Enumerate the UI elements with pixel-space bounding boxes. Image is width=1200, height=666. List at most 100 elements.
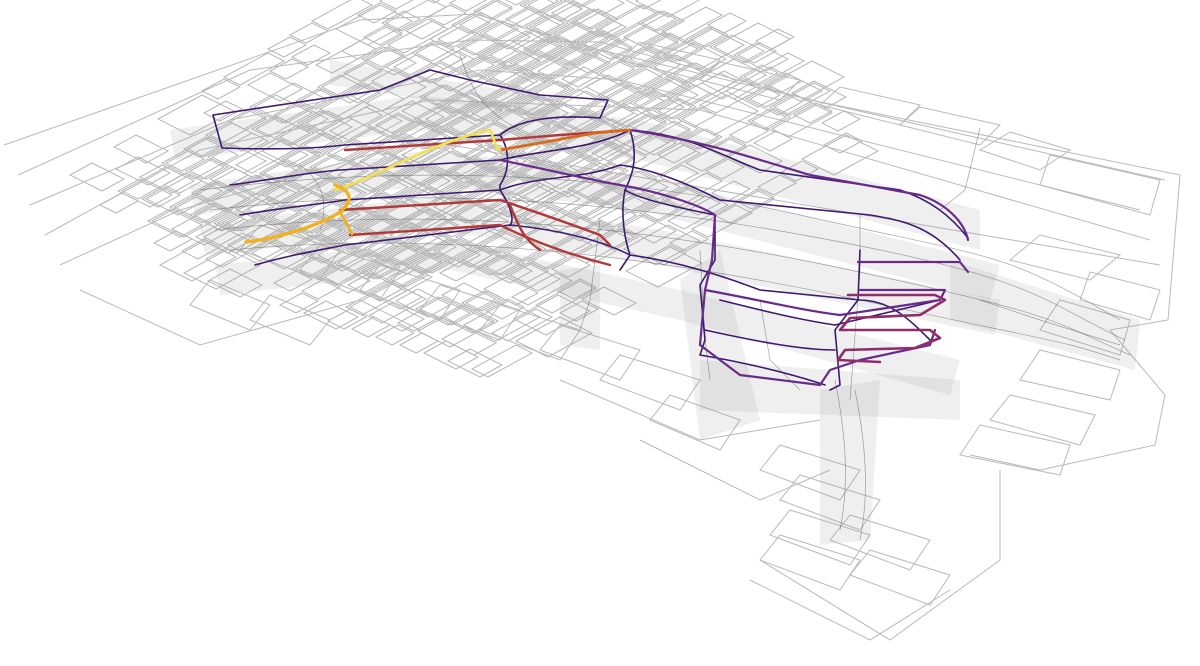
route-segment: [698, 213, 937, 387]
route-segment: [498, 158, 717, 217]
floor-outline: [759, 470, 1001, 641]
block-outline: [759, 534, 861, 591]
secondary-path: [229, 242, 1121, 361]
block-outline: [398, 332, 440, 354]
block-outline: [652, 54, 694, 76]
block-outline: [460, 34, 502, 56]
block-outline: [304, 110, 346, 132]
block-outline: [326, 308, 368, 330]
floor-outline: [3, 13, 1181, 331]
block-outline: [1039, 154, 1161, 216]
corridor-band: [170, 95, 980, 250]
block-outline: [552, 222, 632, 264]
block-outline: [300, 110, 342, 132]
block-outline: [728, 122, 770, 144]
block-outline: [642, 32, 700, 62]
corridor-band: [680, 250, 760, 440]
block-outline: [658, 120, 700, 142]
block-outline: [680, 94, 760, 136]
block-outline: [506, 240, 548, 262]
block-outline: [500, 174, 558, 204]
block-outline: [438, 304, 496, 334]
block-outline: [516, 94, 558, 116]
block-outline: [898, 106, 1001, 146]
block-outline: [246, 196, 288, 218]
block-outline: [628, 46, 670, 68]
block-outline: [240, 174, 282, 196]
block-outline: [272, 270, 314, 292]
block-outline: [550, 256, 592, 278]
route-segment: [508, 203, 542, 252]
block-outline: [340, 26, 404, 60]
secondary-path: [979, 299, 1121, 346]
block-outline: [742, 52, 806, 86]
block-outline: [464, 290, 506, 312]
block-outline: [384, 0, 448, 32]
block-outline: [618, 192, 660, 214]
block-outline: [278, 292, 320, 314]
block-outline: [182, 248, 262, 290]
block-outline: [474, 144, 516, 166]
block-outline: [738, 64, 780, 86]
block-outline: [172, 182, 252, 224]
block-outline: [68, 162, 126, 192]
block-outline: [532, 2, 596, 36]
block-outline: [156, 94, 236, 136]
block-outline: [288, 22, 330, 44]
block-outline: [522, 204, 580, 234]
route-segment: [619, 189, 631, 271]
block-outline: [556, 278, 598, 300]
secondary-path: [854, 389, 866, 541]
block-outline: [202, 212, 282, 254]
route-segment: [829, 249, 861, 391]
block-outline: [612, 114, 692, 156]
block-outline: [252, 138, 310, 168]
block-outline: [360, 46, 418, 76]
route-segment: [338, 210, 354, 236]
block-outline: [189, 279, 271, 331]
block-outline: [206, 268, 264, 298]
block-outline: [670, 84, 712, 106]
block-outline: [708, 34, 766, 64]
block-outline: [666, 28, 746, 70]
block-outline: [414, 296, 472, 326]
block-outline: [732, 42, 790, 72]
block-outline: [596, 206, 638, 228]
block-outline: [594, 184, 652, 214]
block-outline: [466, 56, 508, 78]
block-outline: [456, 246, 514, 276]
block-outline: [564, 110, 606, 132]
block-outline: [588, 118, 630, 140]
block-outline: [652, 98, 694, 120]
corridor-band: [215, 240, 960, 395]
block-outline: [700, 70, 742, 92]
block-outline: [294, 212, 336, 234]
block-outline: [422, 340, 480, 370]
block-outline: [710, 180, 752, 202]
block-outline: [400, 98, 458, 128]
block-outline: [446, 92, 488, 114]
block-outline: [772, 94, 814, 116]
block-outline: [424, 106, 466, 128]
block-outline: [402, 164, 444, 186]
block-outline: [829, 514, 931, 571]
block-outline: [474, 188, 532, 218]
block-outline: [446, 348, 504, 378]
block-outline: [756, 174, 798, 196]
block-outline: [590, 128, 654, 162]
block-outline: [112, 134, 170, 164]
floor-outline: [17, 39, 1166, 181]
block-outline: [490, 108, 548, 138]
block-outline: [290, 44, 332, 66]
floor-grid: [3, 0, 1181, 641]
block-outline: [428, 150, 486, 180]
block-outline: [300, 278, 342, 300]
block-outline: [362, 24, 404, 46]
floor-outline: [969, 329, 1166, 471]
block-outline: [310, 0, 374, 30]
block-outline: [656, 98, 698, 120]
block-outline: [358, 192, 400, 214]
block-outline: [448, 102, 528, 144]
block-outline: [849, 549, 951, 606]
block-outline: [480, 30, 560, 72]
